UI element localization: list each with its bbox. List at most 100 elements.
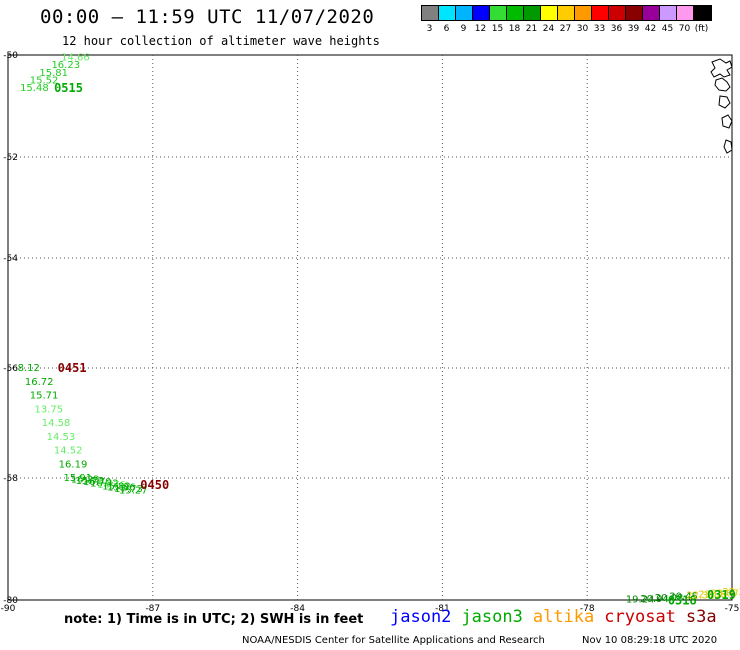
satellite-name: altika — [532, 607, 595, 627]
wave-height-label: 23.67 — [710, 588, 739, 599]
wave-height-label: 15.52 — [30, 76, 59, 87]
legend-label: 30 — [576, 24, 589, 34]
credit-text: NOAA/NESDIS Center for Satellite Applica… — [242, 635, 545, 646]
legend-swatch — [677, 6, 694, 20]
pass-time-label: 0515 — [54, 81, 83, 95]
coastline-segment — [721, 114, 733, 129]
wave-height-label: 16.70 — [83, 477, 112, 488]
legend-swatch — [694, 6, 711, 20]
y-tick-label: -52 — [3, 153, 18, 163]
legend-label: 3 — [426, 24, 433, 34]
legend-label: (ft) — [694, 24, 709, 34]
x-tick-label: -78 — [580, 604, 595, 614]
wave-height-label: 16.19 — [59, 459, 88, 470]
coastline-segment — [710, 58, 733, 78]
pass-time-label: 0319 — [707, 588, 736, 602]
wave-height-label: 20.45 — [669, 592, 698, 603]
wave-height-label: 22.31 — [686, 591, 715, 602]
coastline-segment — [714, 77, 731, 92]
pass-time-label: 0450 — [140, 478, 169, 492]
color-legend: 3 6 9 12 15 18 21 24 27 30 33 36 39 42 45 70 (ft) — [421, 5, 712, 35]
wave-height-label: 15.48 — [20, 83, 49, 94]
legend-swatch — [541, 6, 558, 20]
legend-label: 33 — [593, 24, 606, 34]
legend-label: 12 — [474, 24, 487, 34]
wave-height-label: 14.66 — [61, 53, 90, 64]
wave-height-label: 20.94 — [640, 594, 669, 605]
legend-swatch — [439, 6, 456, 20]
y-tick-label: -80 — [3, 596, 18, 606]
legend-swatch — [456, 6, 473, 20]
chart-title: 00:00 – 11:59 UTC 11/07/2020 — [40, 6, 375, 28]
pass-time-label: 0318 — [668, 594, 697, 608]
legend-label: 21 — [525, 24, 538, 34]
legend-label: 45 — [661, 24, 674, 34]
legend-swatch — [490, 6, 507, 20]
legend-swatch — [473, 6, 490, 20]
wave-height-label: 23.08 — [698, 589, 727, 600]
legend-swatch — [626, 6, 643, 20]
wave-height-label: 15.91 — [64, 473, 93, 484]
plot-frame — [7, 54, 733, 601]
x-tick-label: -90 — [1, 604, 16, 614]
wave-height-label: 16.72 — [25, 377, 54, 388]
wave-height-label: 14.76 — [97, 480, 126, 491]
legend-label: 36 — [610, 24, 623, 34]
wave-height-label: 22.3 — [722, 587, 740, 598]
satellite-legend: jason2 jason3 altika cryosat s3a — [390, 607, 727, 627]
wave-height-label: 19.24 — [626, 595, 655, 606]
legend-label: 6 — [443, 24, 450, 34]
x-tick-label: -75 — [725, 604, 740, 614]
wave-height-label: 14.52 — [54, 446, 83, 457]
legend-swatch — [609, 6, 626, 20]
wave-height-label: 8.12 — [18, 363, 40, 374]
legend-swatches — [421, 5, 712, 21]
satellite-name: jason3 — [461, 607, 523, 627]
legend-label: 18 — [508, 24, 521, 34]
x-tick-label: -84 — [290, 604, 305, 614]
legend-labels: 3 6 9 12 15 18 21 24 27 30 33 36 39 42 45 70 (ft) — [421, 21, 712, 35]
coastline-segment — [723, 139, 733, 154]
legend-label: 24 — [542, 24, 555, 34]
legend-swatch — [592, 6, 609, 20]
note-text: note: 1) Time is in UTC; 2) SWH is in fe… — [64, 612, 364, 627]
legend-label: 39 — [627, 24, 640, 34]
y-tick-label: -56 — [3, 364, 18, 374]
coastline-segment — [718, 95, 731, 109]
legend-swatch — [643, 6, 660, 20]
timestamp-text: Nov 10 08:29:18 UTC 2020 — [582, 635, 718, 646]
wave-height-label: 16.29 — [71, 474, 100, 485]
wave-height-label: 15.82 — [102, 481, 131, 492]
legend-swatch — [524, 6, 541, 20]
legend-swatch — [422, 6, 439, 20]
wave-height-label: 14.58 — [42, 418, 71, 429]
chart-subtitle: 12 hour collection of altimeter wave hei… — [62, 34, 380, 48]
satellite-name: cryosat — [604, 607, 676, 627]
legend-label: 9 — [460, 24, 467, 34]
wave-height-label: 16.23 — [51, 60, 80, 71]
wave-height-label: 15.73 — [76, 476, 105, 487]
y-tick-label: -54 — [3, 254, 18, 264]
wave-height-label: 17.73 — [114, 484, 143, 495]
legend-label: 42 — [644, 24, 657, 34]
legend-label: 15 — [491, 24, 504, 34]
wave-height-label: 15.36 — [107, 483, 136, 494]
legend-label: 27 — [559, 24, 572, 34]
legend-swatch — [660, 6, 677, 20]
wave-height-label: 14.53 — [47, 432, 76, 443]
legend-swatch — [558, 6, 575, 20]
wave-height-label: 15.81 — [39, 68, 68, 79]
y-tick-label: -50 — [3, 51, 18, 61]
y-tick-label: -58 — [3, 474, 18, 484]
wave-height-label: 16.82 — [90, 479, 119, 490]
wave-height-label: 15.71 — [30, 391, 59, 402]
legend-swatch — [575, 6, 592, 20]
wave-height-label: 20.08 — [655, 593, 684, 604]
legend-swatch — [507, 6, 524, 20]
x-tick-label: -87 — [145, 604, 160, 614]
satellite-name: jason2 — [390, 607, 452, 627]
wave-height-label: 15.27 — [119, 485, 148, 496]
pass-time-label: 0451 — [58, 361, 87, 375]
coastline — [710, 58, 733, 154]
